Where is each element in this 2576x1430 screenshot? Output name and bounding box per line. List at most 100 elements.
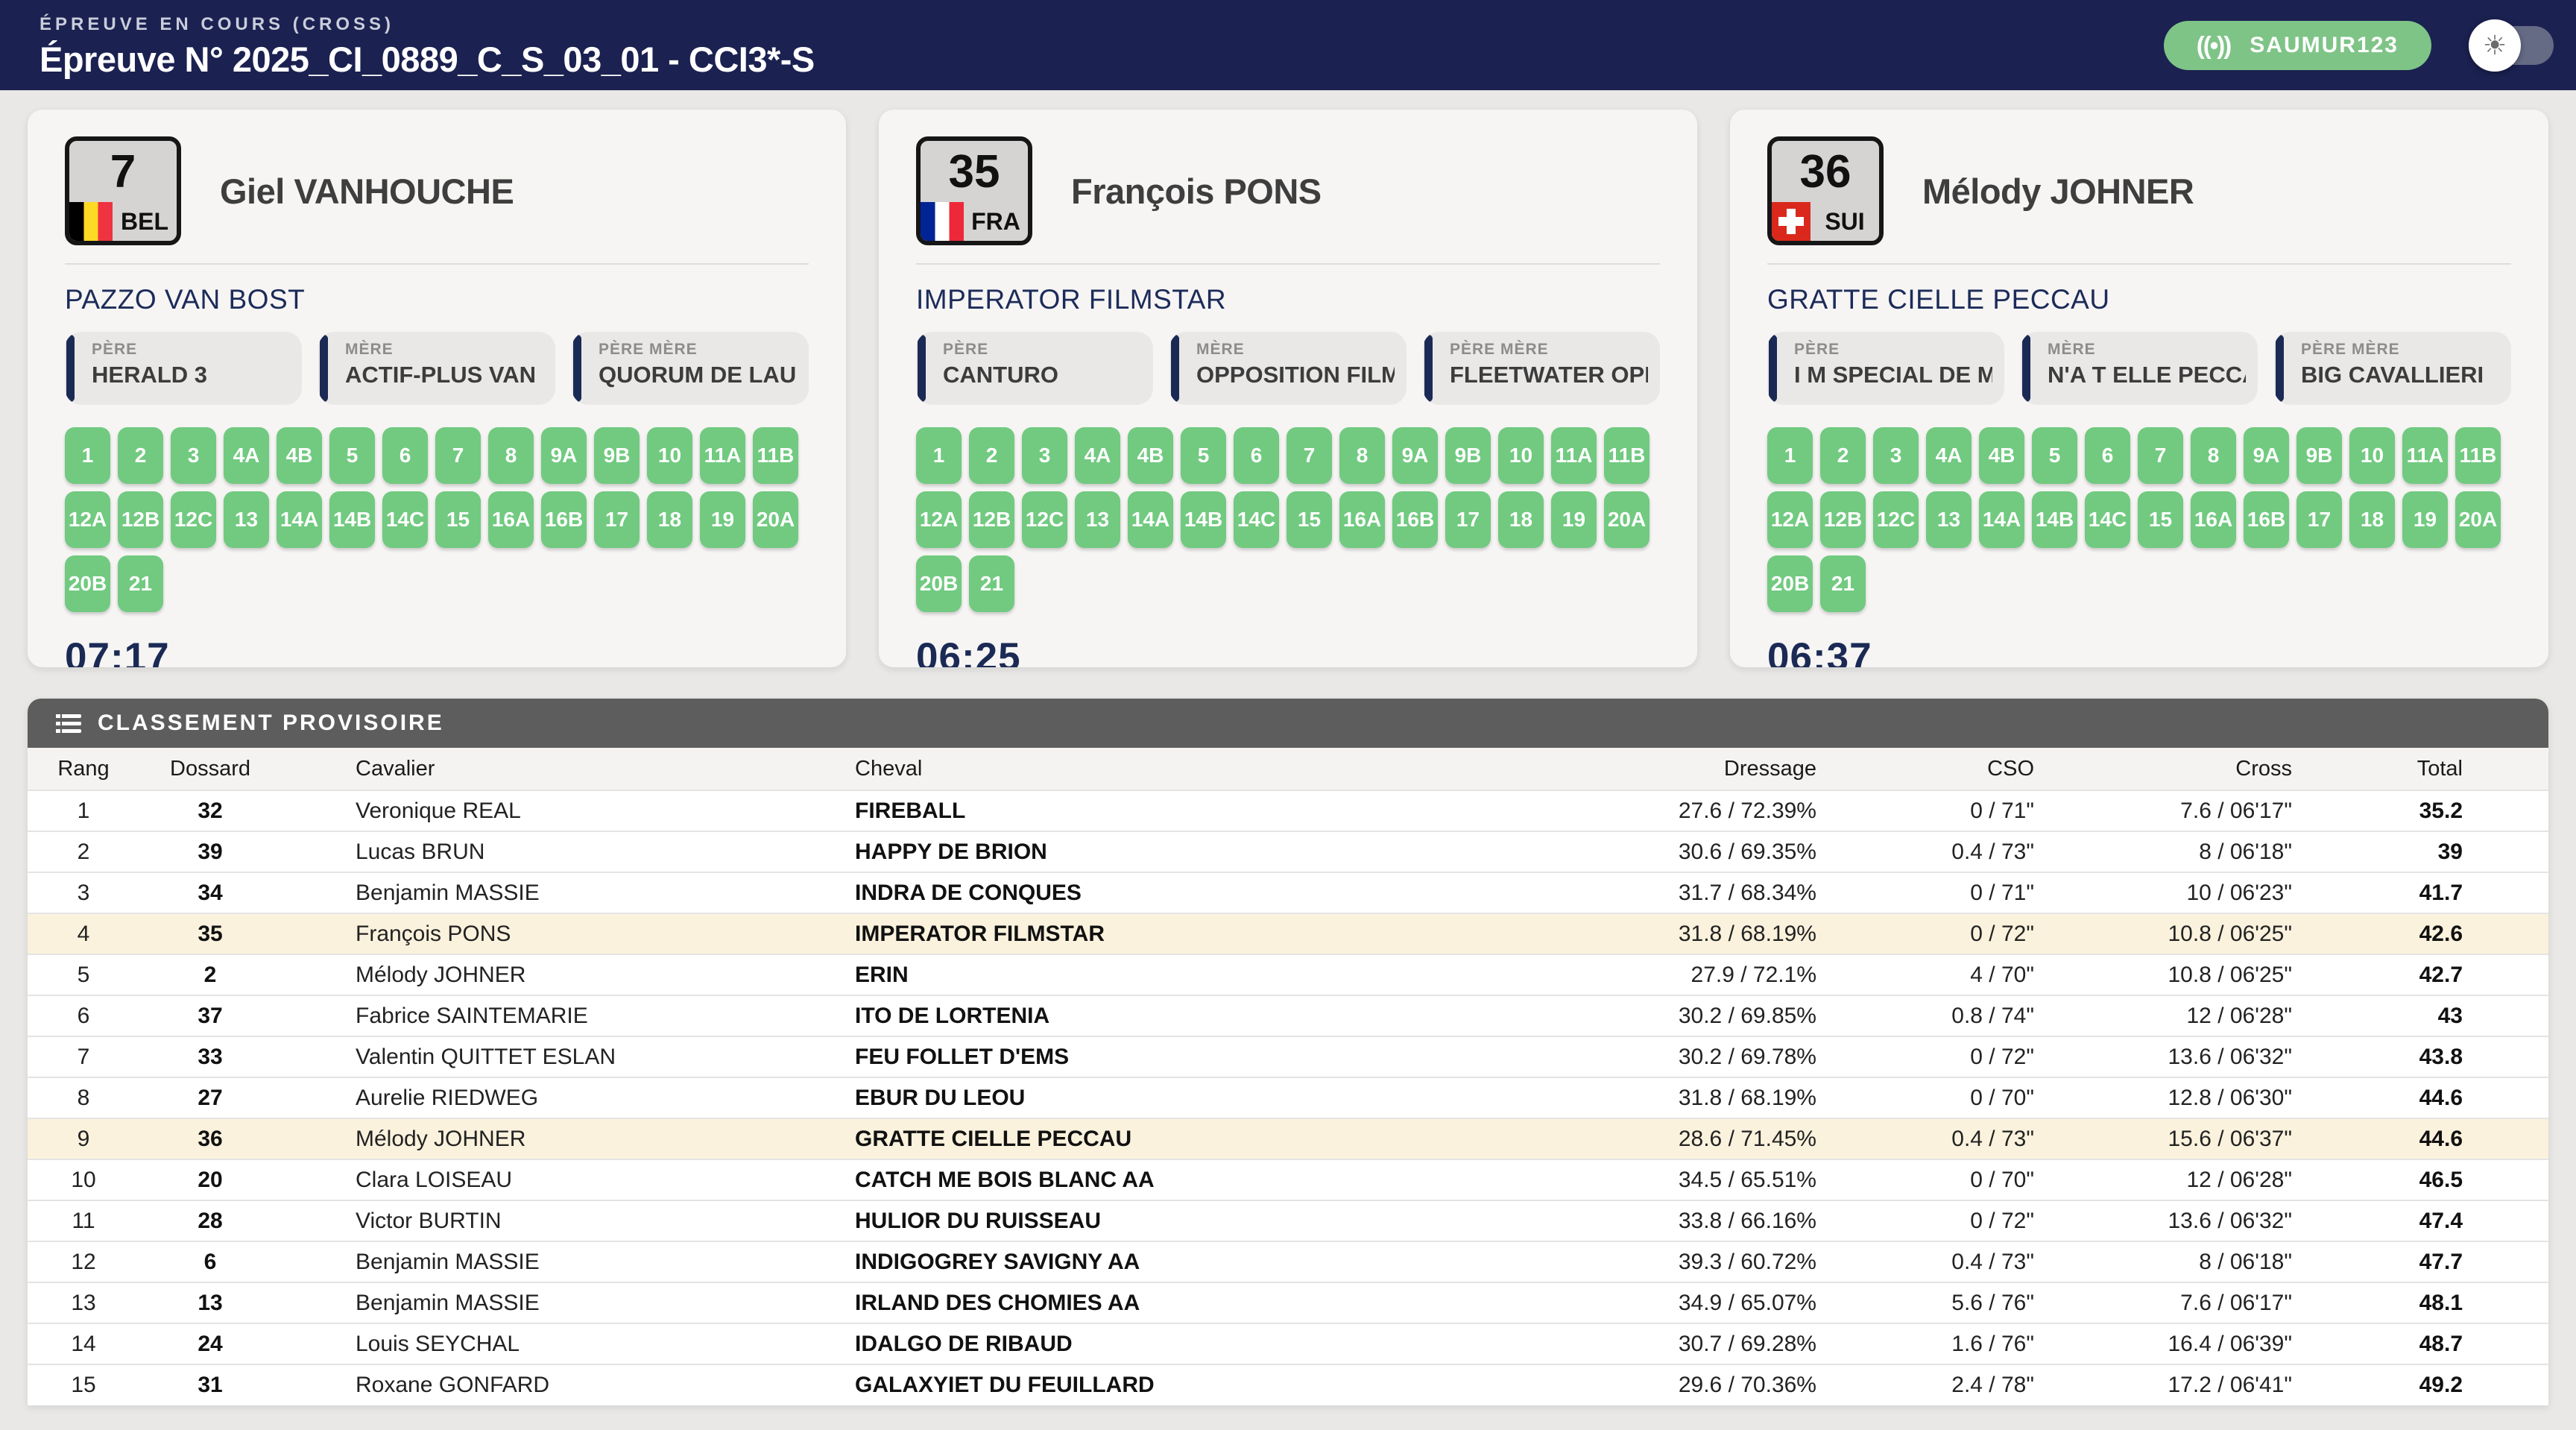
theme-toggle-knob[interactable]: ☀ [2469,19,2521,72]
col-rang: Rang [57,756,110,781]
ranking-row: 1 32 Veronique REAL FIREBALL 27.6 / 72.39% 0 … [28,790,2548,831]
fence-chip: 3 [171,427,216,484]
fence-chip: 20A [753,491,798,548]
ranking-header-row: Rang Dossard Cavalier Cheval Dressage CS… [28,748,2548,790]
country-flag [69,202,113,241]
pedigree: PÈRE HERALD 3 MÈRE ACTIF-PLUS VAN B... P… [65,332,809,405]
total-cell: 42.7 [2419,962,2463,987]
ranking-row: 10 20 Clara LOISEAU CATCH ME BOIS BLANC AA 3… [28,1159,2548,1200]
cso-cell: 0 / 72" [1970,1044,2034,1069]
fence-chip: 16A [488,491,534,548]
pedigree-label: PÈRE MÈRE [2301,341,2400,358]
fence-chip: 8 [2191,427,2236,484]
dressage-cell: 30.2 / 69.85% [1678,1003,1816,1028]
fence-chip: 12A [65,491,110,548]
cross-cell: 12 / 06'28" [2186,1167,2293,1192]
rank-cell: 13 [71,1290,96,1315]
country-code: SUI [1825,207,1865,235]
dressage-cell: 27.9 / 72.1% [1690,962,1816,987]
fence-chip: 3 [1022,427,1067,484]
fence-chip: 21 [1820,555,1866,612]
ranking-row: 9 36 Mélody JOHNER GRATTE CIELLE PECCAU 28.6… [28,1118,2548,1159]
dressage-cell: 34.5 / 65.51% [1678,1167,1816,1192]
fence-chip: 15 [1287,491,1332,548]
cso-cell: 0.4 / 73" [1951,839,2034,864]
cross-cell: 7.6 / 06'17" [2180,1290,2292,1315]
theme-toggle[interactable]: ☀ [2469,19,2554,72]
fence-chip: 12C [1873,491,1919,548]
bib-cell: 36 [198,1126,223,1151]
pedigree-sire: PÈRE HERALD 3 [65,332,302,405]
bib-cell: 6 [203,1249,217,1274]
total-cell: 47.4 [2419,1208,2463,1233]
total-cell: 48.1 [2419,1290,2463,1315]
pedigree-label: MÈRE [2048,341,2096,358]
total-cell: 43 [2437,1003,2463,1028]
pedigree-dam: MÈRE OPPOSITION FILM... [1169,332,1407,405]
fence-chip: 12B [969,491,1014,548]
fence-chip: 21 [969,555,1014,612]
ranking-row: 5 2 Mélody JOHNER ERIN 27.9 / 72.1% 4 / 70" 10… [28,954,2548,995]
fence-chip: 20B [65,555,110,612]
horse-cell: ITO DE LORTENIA [855,1003,1050,1028]
fence-chip: 4A [1075,427,1120,484]
fence-chip: 10 [1498,427,1544,484]
fence-chip: 8 [1339,427,1385,484]
fence-chip: 1 [1767,427,1813,484]
fence-chip: 6 [2085,427,2130,484]
bib-number: 36 [1799,145,1852,198]
fence-chip: 7 [435,427,481,484]
horse-cell: FEU FOLLET D'EMS [855,1044,1070,1069]
cso-cell: 0 / 72" [1970,1208,2034,1233]
total-cell: 42.6 [2419,921,2463,946]
cross-cell: 13.6 / 06'32" [2168,1044,2292,1069]
fence-chip: 6 [1234,427,1279,484]
rider-cell: Lucas BRUN [356,839,485,864]
rider-card-head: 36 SUI Mélody JOHNER [1767,136,2511,245]
col-dossard: Dossard [170,756,250,781]
pedigree-label: PÈRE [1794,341,1840,358]
fence-chip: 8 [488,427,534,484]
top-bar-controls: ((•)) SAUMUR123 ☀ [2163,19,2554,72]
rank-cell: 11 [72,1208,95,1233]
cso-cell: 0 / 70" [1970,1167,2034,1192]
fence-checkpoints: 1 2 3 4A 4B 5 6 7 8 9A 9B 10 11A 11B 12A 12B 12C 13 14A 14B… [1767,427,2511,612]
col-total: Total [2416,756,2463,781]
fence-chip: 3 [1873,427,1919,484]
cso-cell: 0.8 / 74" [1951,1003,2034,1028]
elapsed-time: 06:25 [916,635,1021,667]
country-flag [1772,202,1811,241]
fence-chip: 18 [1498,491,1544,548]
rider-cell: Aurelie RIEDWEG [356,1085,539,1110]
ranking-row: 12 6 Benjamin MASSIE INDIGOGREY SAVIGNY AA 3… [28,1241,2548,1282]
pedigree-value: QUORUM DE LAUB... [599,362,797,388]
horse-cell: IDALGO DE RIBAUD [855,1331,1073,1356]
bib-box: 35 FRA [916,136,1032,245]
elapsed-time: 07:17 [65,635,170,667]
broadcast-icon: ((•)) [2196,31,2232,59]
fence-chip: 11A [2402,427,2448,484]
fence-chip: 19 [700,491,745,548]
pedigree-value: CANTURO [943,362,1058,388]
horse-cell: ERIN [855,962,909,987]
rider-cell: Roxane GONFARD [356,1373,550,1397]
elapsed-time: 06:37 [1767,635,1872,667]
divider [916,263,1660,265]
fence-chip: 15 [2138,491,2183,548]
rider-card: 35 FRA François PONS IMPERATOR FILMSTAR … [879,110,1697,667]
live-channel-label: SAUMUR123 [2250,32,2399,57]
rank-cell: 3 [77,880,90,905]
bib-nationality: SUI [1772,202,1879,241]
fence-chip: 18 [2349,491,2395,548]
cross-cell: 12 / 06'28" [2186,1003,2293,1028]
country-flag [921,202,964,241]
total-cell: 49.2 [2419,1373,2463,1397]
fence-chip: 14A [277,491,322,548]
cross-cell: 13.6 / 06'32" [2168,1208,2292,1233]
rider-cell: Benjamin MASSIE [356,880,540,905]
horse-cell: INDIGOGREY SAVIGNY AA [855,1249,1140,1274]
pedigree-value: OPPOSITION FILM... [1196,362,1395,388]
event-info: ÉPREUVE EN COURS (CROSS) Épreuve N° 2025… [40,11,815,80]
fence-chip: 16A [1339,491,1385,548]
fence-chip: 18 [647,491,692,548]
